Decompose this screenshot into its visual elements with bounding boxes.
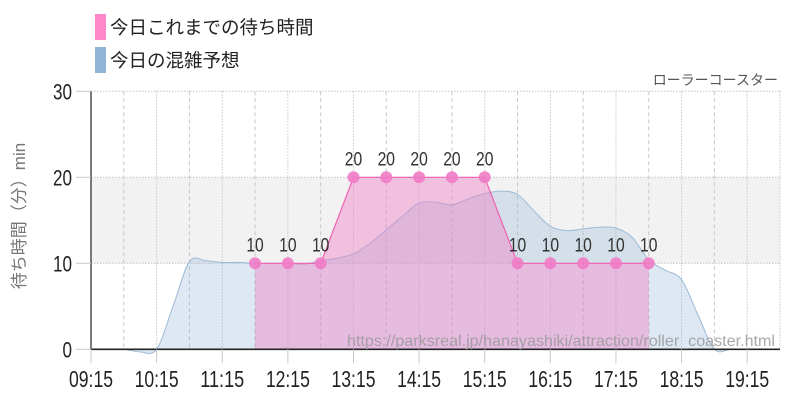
x-tick-label: 13:15 xyxy=(331,366,375,392)
data-value-label: 10 xyxy=(542,235,559,256)
x-tick-label: 18:15 xyxy=(660,366,704,392)
data-value-label: 20 xyxy=(410,149,427,170)
data-value-label: 10 xyxy=(509,235,526,256)
data-point-marker xyxy=(380,171,393,184)
forecast-line xyxy=(91,190,780,354)
x-tick-label: 11:15 xyxy=(200,366,244,392)
data-value-label: 10 xyxy=(312,235,329,256)
data-value-label: 20 xyxy=(378,149,395,170)
legend-swatch-blue xyxy=(95,47,106,73)
legend-label-forecast: 今日の混雑予想 xyxy=(110,50,240,71)
x-tick-label: 10:15 xyxy=(135,366,179,392)
data-value-label: 10 xyxy=(607,235,624,256)
y-tick-label: 0 xyxy=(63,337,73,362)
data-value-label: 20 xyxy=(443,149,460,170)
data-point-marker xyxy=(577,257,590,270)
data-point-marker xyxy=(478,171,491,184)
legend-item-forecast[interactable]: 今日の混雑予想 xyxy=(95,47,240,73)
legend: 今日これまでの待ち時間 今日の混雑予想 xyxy=(95,14,314,73)
x-tick-label: 12:15 xyxy=(266,366,310,392)
data-point-marker xyxy=(445,171,458,184)
data-point-marker xyxy=(413,171,426,184)
data-point-marker xyxy=(511,257,524,270)
x-tick-label: 16:15 xyxy=(528,366,572,392)
y-tick-label: 20 xyxy=(53,165,72,190)
axes: 0 10 20 30 09:15 10:15 11:15 12:15 13:15 14:15 15:… xyxy=(53,79,780,392)
data-point-marker xyxy=(281,257,294,270)
x-tick-label: 19:15 xyxy=(725,366,769,392)
data-point-marker xyxy=(642,257,655,270)
y-tick-label: 30 xyxy=(53,79,72,104)
data-point-marker xyxy=(347,171,360,184)
legend-label-actual-wait: 今日これまでの待ち時間 xyxy=(110,17,314,38)
data-value-label: 20 xyxy=(345,149,362,170)
x-tick-label: 09:15 xyxy=(69,366,113,392)
data-value-label: 20 xyxy=(476,149,493,170)
actual-wait-markers: 10 10 10 20 20 20 20 20 10 10 10 10 10 xyxy=(246,149,657,270)
forecast-area xyxy=(91,191,780,354)
attraction-name: ローラーコースター xyxy=(653,72,778,88)
data-value-label: 10 xyxy=(640,235,657,256)
data-value-label: 10 xyxy=(574,235,591,256)
data-point-marker xyxy=(609,257,622,270)
x-tick-label: 17:15 xyxy=(594,366,638,392)
legend-item-actual-wait[interactable]: 今日これまでの待ち時間 xyxy=(95,14,314,40)
source-url-watermark: https://parksreal.jp/hanayashiki/attract… xyxy=(347,333,775,350)
y-tick-label: 10 xyxy=(53,251,72,276)
grid xyxy=(91,90,781,350)
data-point-marker xyxy=(544,257,557,270)
legend-swatch-pink xyxy=(95,14,106,40)
data-value-label: 10 xyxy=(246,235,263,256)
data-value-label: 10 xyxy=(279,235,296,256)
data-point-marker xyxy=(314,257,327,270)
y-axis-title: 待ち時間（分）min xyxy=(10,143,29,289)
actual-wait-area xyxy=(255,177,649,350)
data-point-marker xyxy=(249,257,262,270)
forecast-series xyxy=(91,190,780,354)
grid-band xyxy=(91,177,780,264)
x-tick-label: 14:15 xyxy=(397,366,441,392)
x-tick-label: 15:15 xyxy=(463,366,507,392)
